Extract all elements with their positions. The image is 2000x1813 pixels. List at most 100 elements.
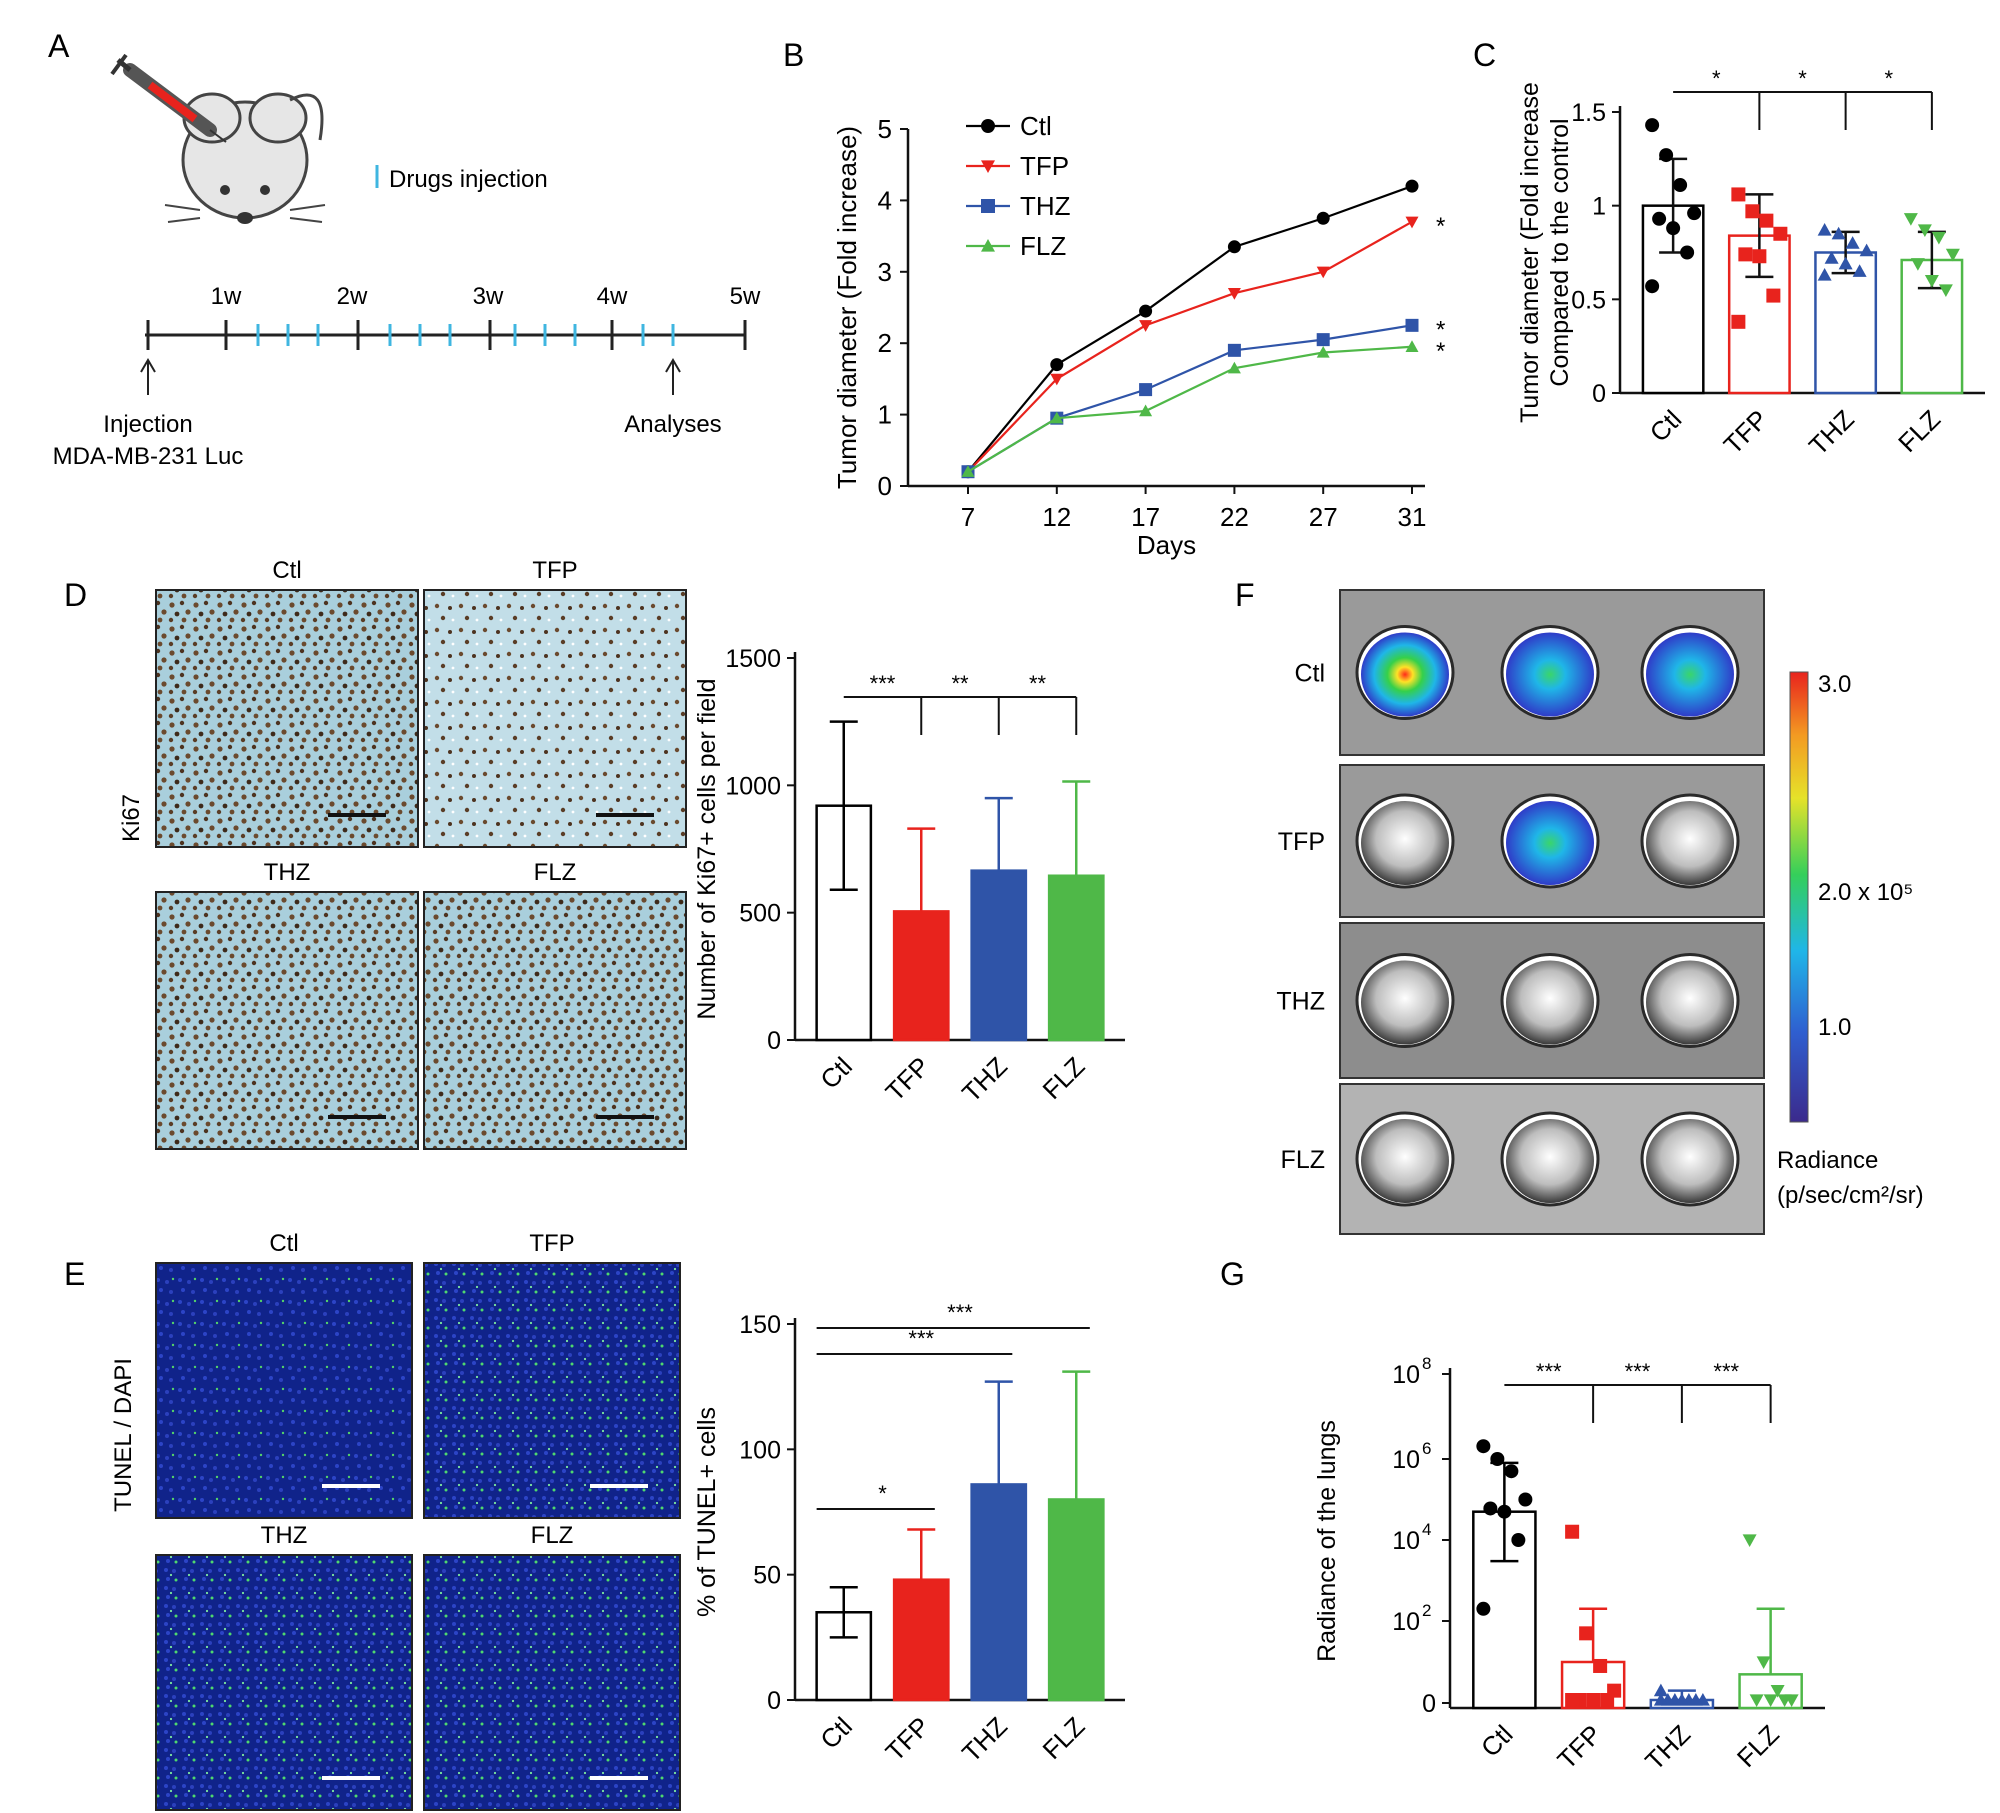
data-point-thz (1859, 243, 1874, 257)
colorbar-tick-min: 1.0 (1818, 1014, 1851, 1041)
y-axis-title: Tumor diameter (Fold increase) (832, 126, 862, 489)
lung-signal (1361, 1119, 1449, 1203)
y-tick-exponent: 4 (1422, 1520, 1431, 1539)
week-label: 5w (730, 283, 761, 310)
y-tick-label: 0 (767, 1687, 781, 1715)
lung-signal (1506, 801, 1594, 885)
data-point-ctl (1490, 1452, 1505, 1466)
data-point-tfp (1731, 187, 1746, 202)
tunel-stain-label: TUNEL / DAPI (110, 1358, 137, 1512)
ki67-stain-label: Ki67 (118, 794, 145, 842)
micrograph-flz (423, 1554, 681, 1811)
legend-label-tfp: TFP (1020, 151, 1069, 181)
data-point-flz (1770, 1685, 1785, 1698)
significance-mark: * (1436, 338, 1445, 365)
legend-marker-tfp (981, 160, 995, 173)
panel-a: A Drugs injection (48, 28, 761, 470)
panel-letter-f: F (1235, 577, 1255, 613)
image-label-thz: THZ (264, 859, 311, 886)
bar-tfp (892, 1578, 950, 1702)
y-tick-label: 1.5 (1571, 99, 1606, 127)
legend-marker-thz (981, 199, 995, 213)
data-point-tfp (1565, 1693, 1580, 1707)
data-point-thz (1817, 267, 1832, 281)
data-point-tfp (1593, 1658, 1608, 1673)
colorbar-tick-mid: 2.0 x 10⁵ (1818, 879, 1913, 906)
y-tick-label: 3 (878, 257, 892, 287)
data-point-tfp (1050, 373, 1064, 386)
data-point-flz (1405, 340, 1419, 352)
y-tick-label: 0 (1422, 1690, 1436, 1718)
week-label: 3w (473, 283, 504, 310)
colorbar-title: Radiance (1777, 1147, 1878, 1174)
bar-thz (970, 869, 1028, 1042)
data-point-ctl (1511, 1533, 1526, 1547)
series-line-tfp (967, 220, 1413, 473)
y-tick-label: 1000 (725, 772, 781, 800)
data-point-tfp (1600, 1693, 1615, 1707)
bar-flz (1047, 874, 1105, 1042)
significance-mark: * (1436, 316, 1445, 343)
data-point-flz (1763, 1694, 1778, 1707)
colorbar-tick-max: 3.0 (1818, 671, 1851, 698)
data-point-flz (1227, 361, 1241, 374)
data-point-tfp (1565, 1524, 1580, 1539)
data-point-flz (1050, 411, 1064, 424)
x-tick-label: 31 (1398, 502, 1427, 532)
panel-letter-b: B (783, 37, 804, 73)
data-point-tfp (1316, 266, 1330, 279)
data-point-thz (1674, 1693, 1689, 1706)
data-point-ctl (1645, 118, 1660, 133)
week-label: 4w (597, 283, 628, 310)
data-point-flz (1316, 345, 1330, 358)
data-point-flz (1910, 258, 1925, 271)
series-line-flz (967, 345, 1413, 473)
lung-signal (1506, 960, 1594, 1045)
data-point-thz (1405, 318, 1419, 332)
x-tick-label: THZ (956, 1711, 1013, 1768)
significance-label: ** (951, 671, 969, 696)
x-tick-label: TFP (1718, 404, 1774, 460)
micrograph-thz (155, 1554, 413, 1811)
y-axis-title: Radiance of the lungs (1313, 1420, 1341, 1662)
panel-f: F Ctl TFP THZ FLZ 3.0 2.0 x 10⁵ 1.0 Radianc… (1235, 577, 1924, 1235)
data-point-tfp (1738, 247, 1753, 262)
radiance-colorbar (1789, 671, 1809, 1123)
significance-label: *** (870, 671, 896, 696)
data-point-ctl (1666, 221, 1681, 236)
x-tick-label: Ctl (1475, 1719, 1519, 1763)
significance-label: *** (947, 1300, 973, 1325)
injection-label: Injection (103, 411, 192, 438)
legend-drugs-injection: Drugs injection (389, 166, 548, 193)
data-point-tfp (1139, 320, 1153, 332)
data-point-flz (1742, 1534, 1757, 1547)
data-point-ctl (1405, 179, 1419, 193)
data-point-thz (1817, 223, 1832, 236)
x-tick-label: Ctl (1644, 404, 1688, 448)
lung-signal (1646, 960, 1734, 1045)
injection-arrow (140, 358, 156, 395)
data-point-ctl (1504, 1464, 1519, 1479)
data-point-thz (1139, 383, 1153, 397)
data-point-flz (1777, 1694, 1792, 1707)
data-point-ctl (1476, 1601, 1491, 1616)
data-point-ctl (1483, 1501, 1498, 1516)
analyses-arrow (665, 358, 681, 395)
panel-letter-g: G (1220, 1256, 1245, 1292)
x-tick-label: 17 (1131, 502, 1160, 532)
y-tick-label: 150 (739, 1311, 781, 1339)
micrograph-thz (155, 891, 419, 1150)
micrograph-ctl (155, 589, 419, 848)
y-tick-label: 2 (878, 328, 892, 358)
y-tick-label: 10 (1392, 1361, 1420, 1389)
y-tick-label: 10 (1392, 1608, 1420, 1636)
data-point-tfp (1731, 314, 1746, 329)
data-point-ctl (1497, 1504, 1512, 1519)
data-point-tfp (1759, 213, 1774, 228)
data-point-thz (1653, 1693, 1668, 1706)
syringe-icon (110, 53, 227, 143)
data-point-tfp (1752, 249, 1767, 264)
data-point-thz (1838, 256, 1853, 270)
